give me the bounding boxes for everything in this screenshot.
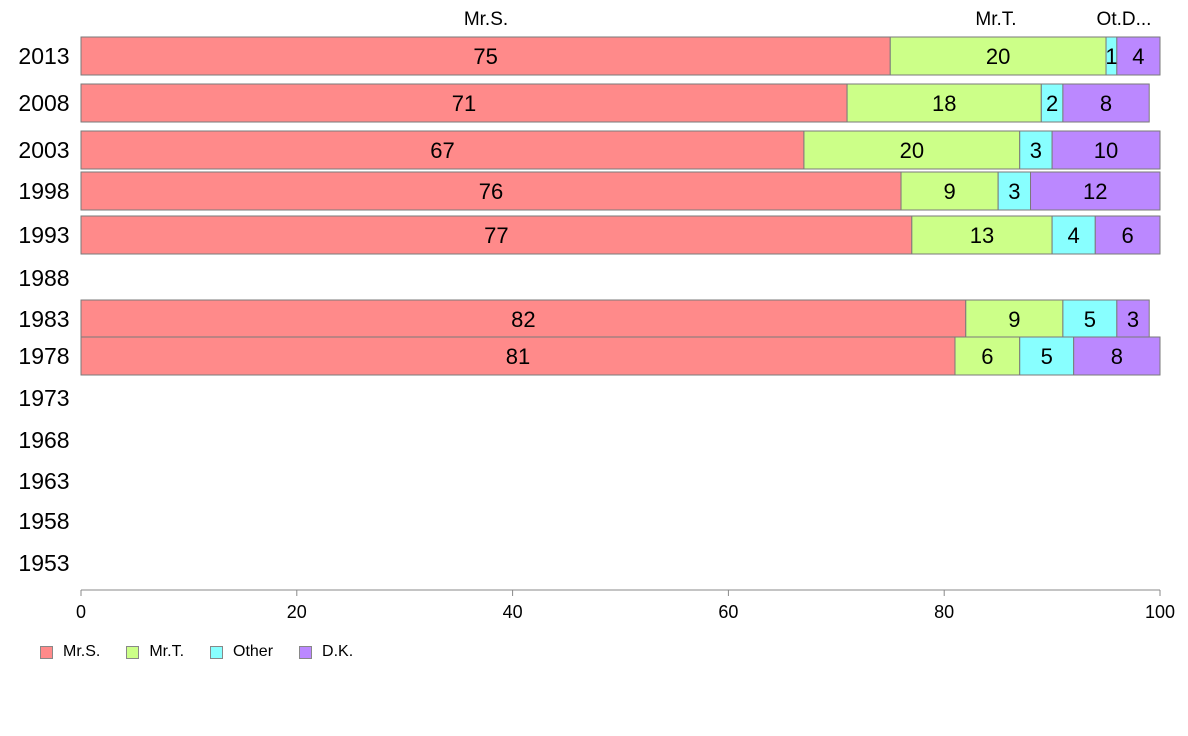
data-label: 13: [970, 223, 994, 248]
x-tick-label: 80: [934, 602, 954, 622]
bar-segment: [965, 299, 1064, 339]
bar-segment: [80, 215, 913, 255]
bar-segment: [80, 130, 805, 170]
data-label: 1: [1105, 44, 1117, 69]
x-tick-label: 40: [503, 602, 523, 622]
legend-item-dk: D.K.: [299, 643, 353, 661]
data-label: 3: [1127, 307, 1139, 332]
legend-label-mr-t: Mr.T.: [149, 643, 185, 660]
category-label: 1963: [18, 468, 69, 494]
data-label: 81: [506, 344, 530, 369]
bar-segment: [80, 171, 902, 211]
category-label: 1953: [18, 550, 69, 576]
bar-segment: [1019, 336, 1075, 376]
bar-segment: [1030, 171, 1161, 211]
x-tick-label: 0: [76, 602, 86, 622]
bar-segment: [846, 83, 1042, 123]
bar-segment: [1116, 36, 1161, 76]
bar-segment: [889, 36, 1107, 76]
category-label: 2003: [18, 137, 69, 163]
category-label: 1978: [18, 343, 69, 369]
data-label: 9: [1008, 307, 1020, 332]
category-label: 1983: [18, 306, 69, 332]
data-label: 82: [511, 307, 535, 332]
x-tick-label: 60: [718, 602, 738, 622]
data-label: 8: [1100, 91, 1112, 116]
legend-item-other: Other: [210, 643, 273, 661]
bar-segment: [1051, 215, 1096, 255]
legend-swatch-mr-t: [126, 645, 140, 659]
data-label: 20: [986, 44, 1010, 69]
data-label: 76: [479, 179, 503, 204]
bar-segment: [1051, 130, 1161, 170]
bar-segment: [1062, 83, 1150, 123]
bar-segment: [900, 171, 999, 211]
data-label: 4: [1132, 44, 1144, 69]
bar-segment: [954, 336, 1021, 376]
data-label: 10: [1094, 138, 1118, 163]
category-label: 2008: [18, 90, 69, 116]
data-label: 71: [452, 91, 476, 116]
legend-label-mr-s: Mr.S.: [63, 643, 101, 660]
legend-swatch-mr-s: [40, 645, 53, 659]
top-label: Mr.S.: [464, 9, 508, 30]
bar-segment: [1073, 336, 1161, 376]
data-label: 67: [430, 138, 454, 163]
category-label: 1993: [18, 222, 69, 248]
data-label: 77: [484, 223, 508, 248]
data-label: 75: [473, 44, 497, 69]
top-label: Ot.D...: [1097, 9, 1152, 30]
legend-item-mr-s: Mr.S.: [40, 643, 100, 661]
category-label: 2013: [18, 43, 69, 69]
bar-segment: [1094, 215, 1161, 255]
legend-item-mr-t: Mr.T.: [126, 643, 184, 661]
category-label: 1988: [18, 265, 69, 291]
category-label: 1998: [18, 178, 69, 204]
x-tick-label: 100: [1145, 602, 1175, 622]
category-label: 1973: [18, 385, 69, 411]
category-label: 1958: [18, 508, 69, 534]
legend-label-dk: D.K.: [322, 643, 354, 660]
category-label: 1968: [18, 427, 69, 453]
data-label: 6: [981, 344, 993, 369]
legend-swatch-dk: [299, 645, 313, 659]
data-label: 5: [1041, 344, 1053, 369]
data-label: 6: [1122, 223, 1134, 248]
top-label: Mr.T.: [975, 9, 1016, 30]
data-label: 3: [1008, 179, 1020, 204]
data-label: 2: [1046, 91, 1058, 116]
legend: Mr.S. Mr.T. Other D.K.: [40, 643, 353, 661]
bar-segment: [80, 36, 891, 76]
data-label: 8: [1111, 344, 1123, 369]
data-label: 3: [1030, 138, 1042, 163]
data-label: 9: [943, 179, 955, 204]
data-label: 18: [932, 91, 956, 116]
legend-label-other: Other: [233, 643, 274, 660]
data-label: 5: [1084, 307, 1096, 332]
bar-segment: [80, 336, 956, 376]
bar-segment: [80, 299, 967, 339]
bar-segment: [911, 215, 1053, 255]
bar-segment: [1116, 299, 1150, 339]
data-label: 12: [1083, 179, 1107, 204]
legend-swatch-other: [210, 645, 224, 659]
x-tick-label: 20: [287, 602, 307, 622]
data-label: 20: [900, 138, 924, 163]
bar-segment: [803, 130, 1021, 170]
data-label: 4: [1068, 223, 1080, 248]
